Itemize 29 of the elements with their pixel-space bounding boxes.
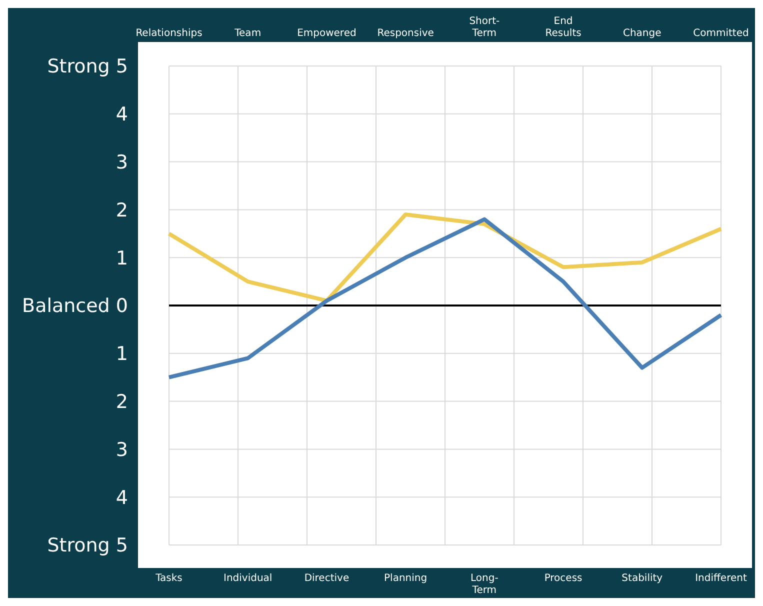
y-tick-label: 4 — [116, 486, 128, 509]
y-tick-label: 3 — [116, 438, 128, 461]
x-tick-label: Individual — [224, 573, 272, 584]
x-tick-label: Process — [544, 573, 582, 584]
y-tick-label: 2 — [116, 390, 128, 413]
x-tick-label: Stability — [622, 573, 663, 584]
x-tick-label: Planning — [384, 573, 428, 584]
x-tick-label: Tasks — [154, 573, 182, 584]
y-tick-label: 4 — [116, 104, 128, 126]
text: Empowered — [297, 28, 356, 39]
x-tick-label: Indifferent — [695, 573, 747, 584]
text: Team — [234, 28, 262, 39]
text: Committed — [693, 28, 749, 39]
text: Short-Term — [469, 16, 500, 39]
y-tick-label: 2 — [116, 199, 128, 222]
x-tick-label: Directive — [304, 573, 350, 584]
line-series — [167, 217, 723, 380]
y-tick-label: Strong 5 — [47, 56, 128, 78]
x-tick-label: Long-Term — [470, 573, 499, 596]
text: Change — [622, 28, 662, 39]
y-tick-label: 1 — [116, 247, 128, 270]
y-tick-label: Strong 5 — [47, 534, 128, 557]
text: Relationships — [136, 28, 202, 39]
y-tick-label: 1 — [116, 343, 128, 366]
y-tick-label: Balanced 0 — [22, 295, 128, 318]
text: End Results — [545, 16, 582, 39]
line-series — [167, 212, 723, 303]
y-tick-label: 3 — [116, 151, 128, 174]
text: Responsive — [377, 28, 434, 39]
